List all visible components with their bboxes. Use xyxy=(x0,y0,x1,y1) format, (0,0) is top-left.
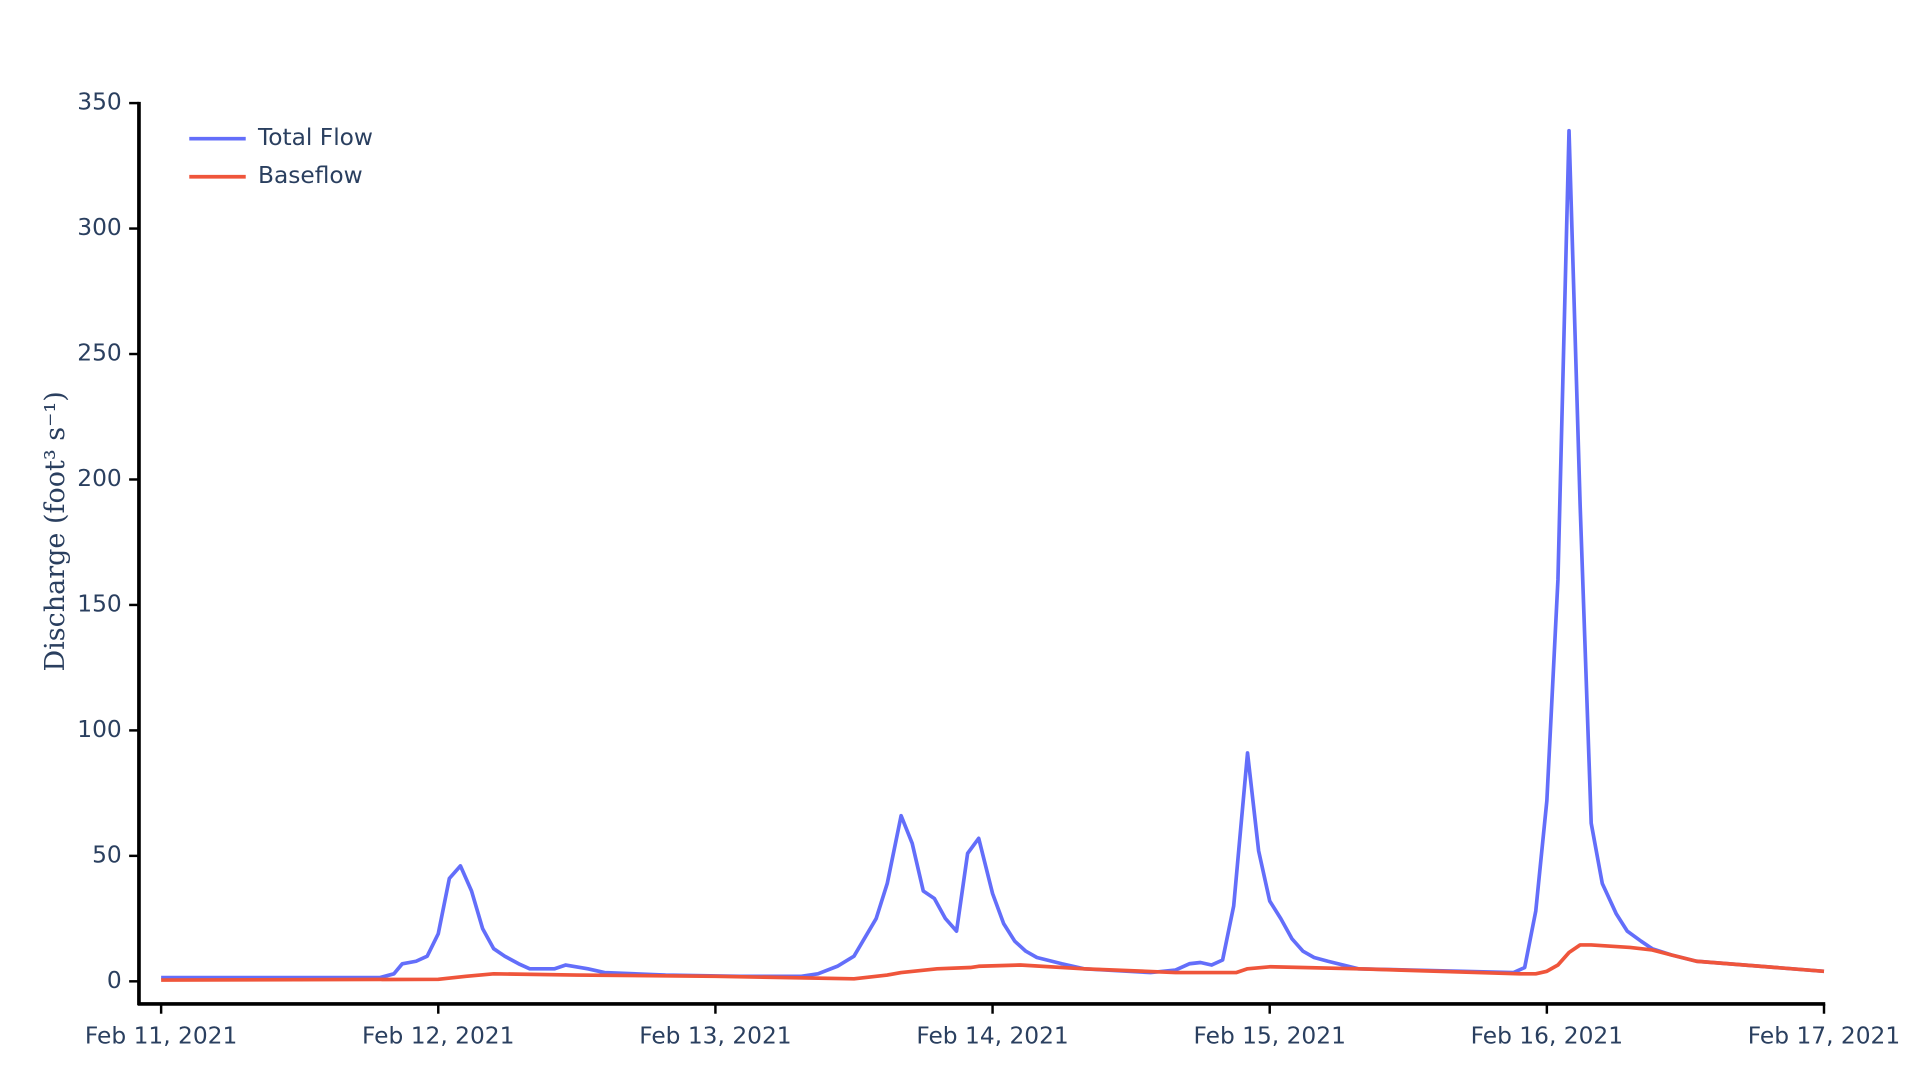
x-tick-label: Feb 12, 2021 xyxy=(362,1023,514,1050)
series-line xyxy=(161,943,1825,982)
x-tick-label: Feb 17, 2021 xyxy=(1748,1023,1900,1050)
x-tick-label: Feb 15, 2021 xyxy=(1194,1023,1346,1050)
legend-label: Baseflow xyxy=(258,162,363,189)
y-tick-label: 250 xyxy=(77,340,121,367)
x-tick-label: Feb 16, 2021 xyxy=(1471,1023,1623,1050)
x-tick-label: Feb 11, 2021 xyxy=(85,1023,237,1050)
y-tick-label: 150 xyxy=(77,590,121,617)
y-tick-label: 50 xyxy=(92,841,122,868)
series-line xyxy=(161,128,1825,980)
legend-label: Total Flow xyxy=(257,124,373,151)
y-tick-label: 350 xyxy=(77,89,121,116)
y-tick-label: 300 xyxy=(77,214,121,241)
x-tick-label: Feb 13, 2021 xyxy=(639,1023,791,1050)
y-tick-label: 200 xyxy=(77,465,121,492)
y-tick-label: 0 xyxy=(107,967,122,994)
y-tick-label: 100 xyxy=(77,716,121,743)
y-axis-title: Discharge (foot³ s⁻¹) xyxy=(40,391,71,671)
x-tick-label: Feb 14, 2021 xyxy=(916,1023,1068,1050)
